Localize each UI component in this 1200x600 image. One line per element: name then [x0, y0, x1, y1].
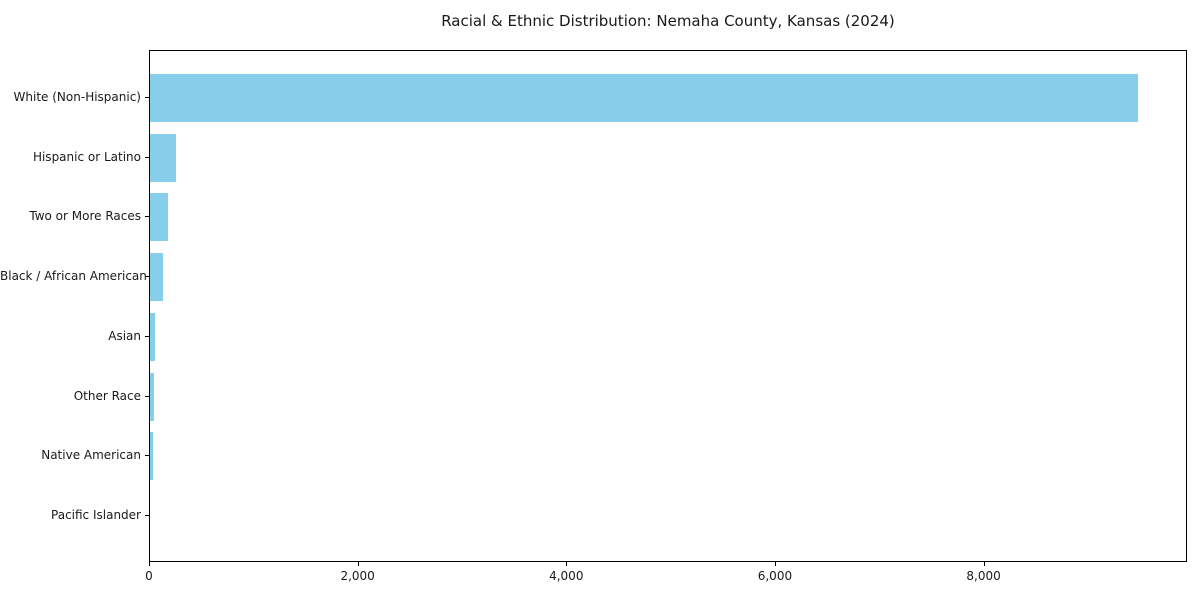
bar-hispanic-or-latino [150, 133, 177, 182]
x-tick-mark [566, 562, 568, 566]
x-tick-label-8000: 8,000 [966, 569, 1001, 583]
plot-area [149, 50, 1187, 562]
x-tick-mark [357, 562, 359, 566]
chart-title: Racial & Ethnic Distribution: Nemaha Cou… [441, 12, 895, 30]
bar-native-american [150, 432, 154, 481]
x-tick-mark [774, 562, 776, 566]
y-tick-mark [145, 97, 149, 98]
y-tick-label-other-race: Other Race [73, 388, 141, 403]
y-tick-label-pacific-islander: Pacific Islander [51, 507, 141, 522]
y-tick-label-native-american: Native American [41, 448, 141, 463]
y-tick-mark [145, 455, 149, 457]
y-tick-mark [145, 335, 149, 337]
x-tick-label-6000: 6,000 [757, 569, 793, 583]
bar-black-african-american [150, 253, 163, 302]
y-tick-label-black-african-american: Black / African American [0, 269, 147, 284]
y-tick-mark [145, 395, 149, 397]
y-tick-label-white-non-hispanic: White (Non-Hispanic) [13, 90, 141, 104]
x-tick-mark [149, 562, 150, 566]
bar-white-non-hispanic [150, 74, 1138, 122]
bar-two-or-more-races [150, 193, 168, 242]
y-tick-label-two-or-more-races: Two or More Races [29, 209, 141, 224]
x-tick-label-4000: 4,000 [549, 569, 584, 583]
bar-other-race [150, 372, 154, 421]
y-tick-label-hispanic-or-latino: Hispanic or Latino [32, 149, 141, 164]
y-tick-mark [145, 216, 149, 218]
x-tick-label-2000: 2,000 [340, 569, 375, 583]
bar-asian [150, 312, 156, 361]
y-tick-mark [145, 276, 149, 278]
y-tick-label-asian: Asian [108, 328, 141, 343]
x-tick-label-0: 0 [145, 569, 153, 583]
y-tick-mark [145, 156, 149, 158]
x-tick-mark [983, 562, 985, 566]
y-tick-mark [145, 514, 149, 516]
